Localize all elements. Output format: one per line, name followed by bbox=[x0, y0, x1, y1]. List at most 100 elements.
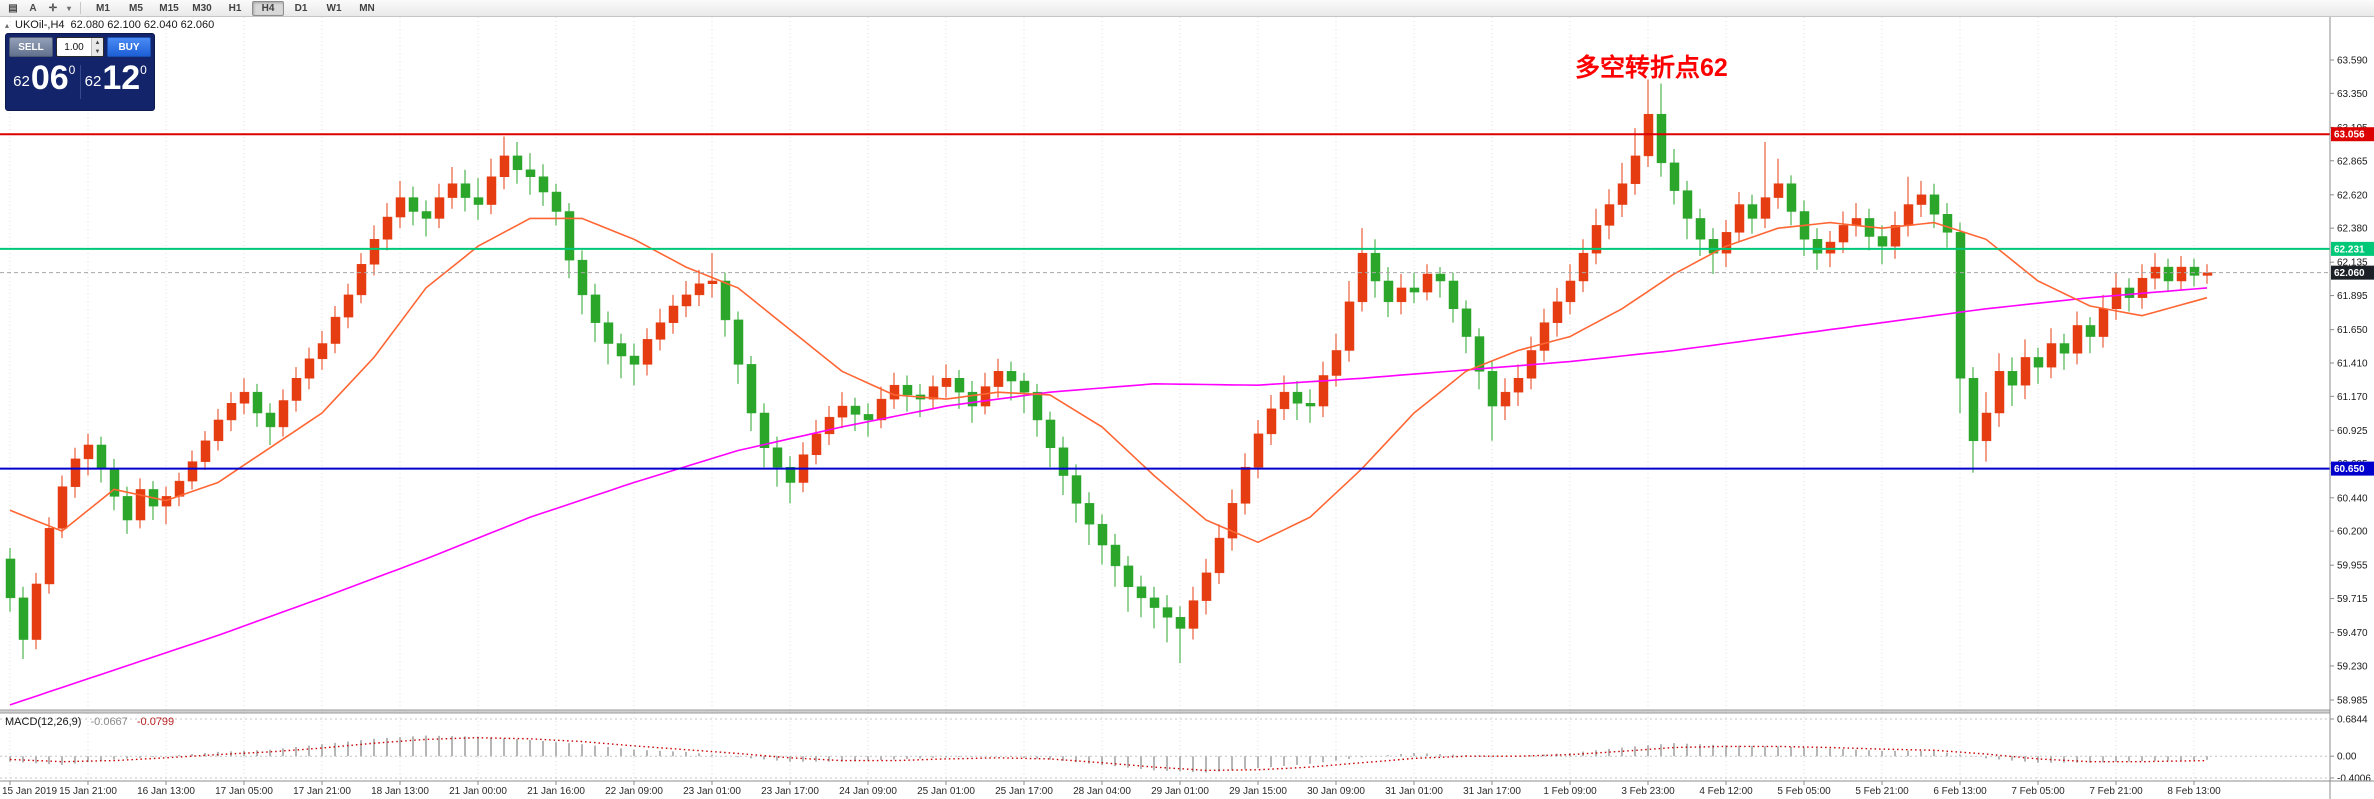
price-tick-label: 61.650 bbox=[2337, 325, 2368, 336]
time-axis-label: 25 Jan 01:00 bbox=[917, 786, 975, 797]
price-tick-label: 61.410 bbox=[2337, 358, 2368, 369]
timeframe-button-W1[interactable]: W1 bbox=[326, 2, 342, 14]
macd-axis-label: -0.4006 bbox=[2337, 774, 2371, 785]
time-axis-label: 6 Feb 13:00 bbox=[1933, 786, 1987, 797]
timeframe-button-M1[interactable]: M1 bbox=[96, 2, 110, 14]
chart-annotation: 多空转折点62 bbox=[1575, 54, 1728, 82]
symbol-ohlc-header: ▴ UKOil-,H4 62.080 62.100 62.040 62.060 bbox=[5, 19, 214, 31]
time-axis-label: 5 Feb 21:00 bbox=[1855, 786, 1909, 797]
price-tick-label: 63.590 bbox=[2337, 56, 2368, 67]
timeframe-button-H1[interactable]: H1 bbox=[228, 2, 242, 14]
bid-main-digits: 62 bbox=[13, 73, 30, 90]
macd-axis-label: 0.00 bbox=[2337, 752, 2357, 763]
spin-down-icon[interactable]: ▼ bbox=[94, 48, 101, 55]
time-axis-label: 1 Feb 09:00 bbox=[1543, 786, 1597, 797]
time-axis-label: 17 Jan 05:00 bbox=[215, 786, 273, 797]
ask-big-digits: 12 bbox=[102, 59, 141, 98]
volume-spinner[interactable]: ▲ ▼ bbox=[91, 38, 103, 56]
volume-value[interactable]: 1.00 bbox=[64, 41, 84, 53]
price-label-text: 62.231 bbox=[2334, 244, 2365, 255]
chart-window-icon[interactable]: ▤ bbox=[8, 2, 18, 14]
time-axis-label: 7 Feb 05:00 bbox=[2011, 786, 2065, 797]
one-click-trading-panel: SELL 1.00 ▲ ▼ BUY 62 06 0 62 12 0 bbox=[5, 33, 155, 111]
time-axis-label: 16 Jan 13:00 bbox=[137, 786, 195, 797]
time-axis-label: 29 Jan 01:00 bbox=[1151, 786, 1209, 797]
spin-up-icon[interactable]: ▲ bbox=[94, 39, 101, 46]
ask-sup-digit: 0 bbox=[140, 63, 147, 77]
price-tick-label: 60.200 bbox=[2337, 527, 2368, 538]
time-axis-label: 4 Feb 12:00 bbox=[1699, 786, 1753, 797]
time-axis-label: 25 Jan 17:00 bbox=[995, 786, 1053, 797]
time-axis[interactable]: 15 Jan 2019 15 Jan 21:00 16 Jan 13:00 17 Ja… bbox=[0, 780, 2374, 797]
price-label-62.060 bbox=[2331, 265, 2374, 280]
quote-divider bbox=[79, 65, 81, 99]
timeframe-button-H4[interactable]: H4 bbox=[252, 0, 284, 16]
time-axis-label: 8 Feb 13:00 bbox=[2167, 786, 2221, 797]
time-axis-label: 23 Jan 01:00 bbox=[683, 786, 741, 797]
time-axis-label: 30 Jan 09:00 bbox=[1307, 786, 1365, 797]
time-axis-label: 7 Feb 21:00 bbox=[2089, 786, 2143, 797]
time-axis-label: 23 Jan 17:00 bbox=[761, 786, 819, 797]
price-label-text: 63.056 bbox=[2334, 130, 2365, 141]
price-tick-label: 62.865 bbox=[2337, 156, 2368, 167]
crosshair-tool-icon[interactable]: ✛ bbox=[48, 2, 58, 14]
one-click-toggle-icon[interactable]: ▴ bbox=[5, 20, 10, 30]
time-axis-label: 15 Jan 2019 bbox=[2, 786, 57, 797]
price-tick-label: 63.350 bbox=[2337, 89, 2368, 100]
time-axis-label: 29 Jan 15:00 bbox=[1229, 786, 1287, 797]
macd-histogram-layer bbox=[9, 735, 2208, 773]
time-axis-label: 17 Jan 21:00 bbox=[293, 786, 351, 797]
buy-button[interactable]: BUY bbox=[107, 37, 151, 57]
time-axis-label: 21 Jan 16:00 bbox=[527, 786, 585, 797]
macd-levels-layer bbox=[0, 718, 2330, 779]
toolbar: ▤ A ✛ ▾ M1 M5 M15 M30 H1 H4 D1 W1 MN bbox=[0, 0, 2374, 17]
timeframe-button-MN[interactable]: MN bbox=[359, 2, 375, 14]
dropdown-caret-icon[interactable]: ▾ bbox=[66, 3, 71, 13]
candles-layer bbox=[5, 79, 2213, 664]
time-axis-label: 21 Jan 00:00 bbox=[449, 786, 507, 797]
macd-indicator-label: MACD(12,26,9) -0.0667 -0.0799 bbox=[5, 716, 174, 728]
price-tick-label: 61.170 bbox=[2337, 392, 2368, 403]
price-tick-label: 61.895 bbox=[2337, 291, 2368, 302]
macd-name: MACD(12,26,9) bbox=[5, 716, 82, 728]
price-tick-label: 62.620 bbox=[2337, 190, 2368, 201]
time-axis-label: 15 Jan 21:00 bbox=[59, 786, 117, 797]
macd-signal-value: -0.0799 bbox=[136, 716, 175, 728]
macd-signal-line bbox=[9, 736, 2208, 772]
price-axis[interactable]: 63.59063.35063.10562.86562.62062.38062.1… bbox=[2329, 17, 2374, 799]
ask-quote: 62 12 0 bbox=[81, 59, 152, 101]
bid-quote: 62 06 0 bbox=[9, 61, 80, 101]
bid-sup-digit: 0 bbox=[68, 63, 76, 77]
timeframe-button-M15[interactable]: M15 bbox=[159, 2, 179, 14]
text-tool-icon[interactable]: A bbox=[29, 2, 37, 14]
price-tick-label: 59.955 bbox=[2337, 561, 2368, 572]
timeframe-button-M5[interactable]: M5 bbox=[129, 2, 143, 14]
price-label-text: 62.060 bbox=[2334, 268, 2365, 279]
timeframe-button-D1[interactable]: D1 bbox=[294, 2, 308, 14]
hlines-layer bbox=[0, 133, 2330, 470]
pane-separator[interactable] bbox=[0, 709, 2374, 714]
toolbar-separator bbox=[80, 2, 81, 14]
ma-slow-line bbox=[9, 287, 2208, 706]
time-axis-label: 24 Jan 09:00 bbox=[839, 786, 897, 797]
time-axis-label: 31 Jan 17:00 bbox=[1463, 786, 1521, 797]
time-axis-label: 3 Feb 23:00 bbox=[1621, 786, 1675, 797]
ohlc-values: 62.080 62.100 62.040 62.060 bbox=[70, 19, 215, 31]
price-tick-label: 62.380 bbox=[2337, 224, 2368, 235]
price-tick-label: 62.135 bbox=[2337, 258, 2368, 269]
price-label-63.056 bbox=[2331, 127, 2374, 142]
symbol-timeframe-label: UKOil-,H4 bbox=[15, 19, 65, 31]
time-axis-label: 28 Jan 04:00 bbox=[1073, 786, 1131, 797]
time-axis-label: 22 Jan 09:00 bbox=[605, 786, 663, 797]
price-tick-label: 59.230 bbox=[2337, 661, 2368, 672]
time-axis-label: 18 Jan 13:00 bbox=[371, 786, 429, 797]
price-label-60.650 bbox=[2331, 461, 2374, 476]
time-axis-label: 5 Feb 05:00 bbox=[1777, 786, 1831, 797]
macd-main-value: -0.0667 bbox=[90, 716, 128, 728]
sell-button[interactable]: SELL bbox=[9, 37, 53, 57]
volume-input[interactable]: 1.00 ▲ ▼ bbox=[56, 37, 104, 57]
ask-main-digits: 62 bbox=[84, 73, 102, 90]
timeframe-button-M30[interactable]: M30 bbox=[192, 2, 212, 14]
